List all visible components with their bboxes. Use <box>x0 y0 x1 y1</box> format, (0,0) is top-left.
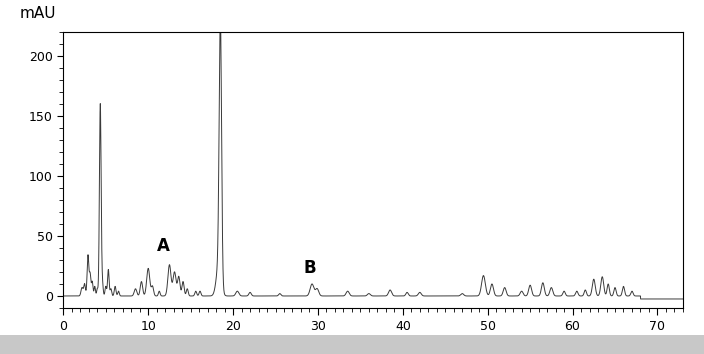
Text: mAU: mAU <box>20 6 56 21</box>
Text: A: A <box>157 237 170 255</box>
Text: B: B <box>303 259 316 277</box>
X-axis label: min: min <box>676 341 702 354</box>
